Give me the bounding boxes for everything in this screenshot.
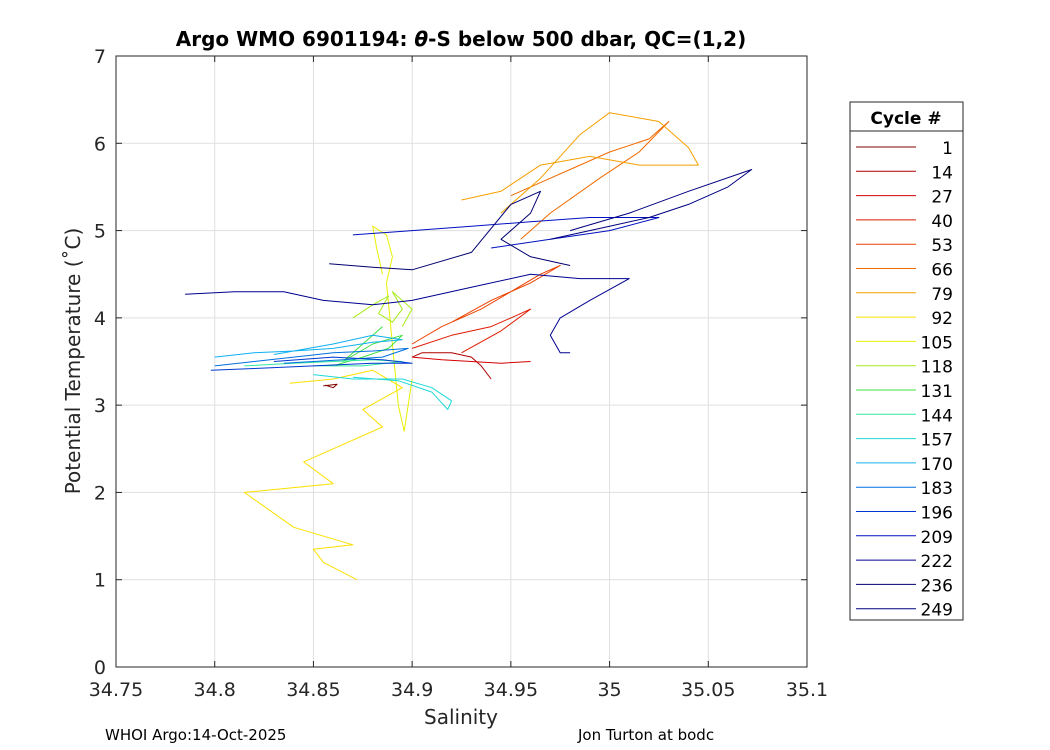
legend-label-183: 183 — [921, 479, 953, 499]
series-line-cycle-222 — [185, 273, 630, 354]
series-line-cycle-1 — [323, 383, 338, 389]
series-line-cycle-157 — [313, 374, 453, 410]
x-tick-label: 35 — [597, 679, 621, 701]
x-tick-label: 34.9 — [391, 679, 433, 701]
x-tick-label: 34.75 — [89, 679, 143, 701]
legend-label-1: 1 — [942, 139, 953, 159]
legend-label-222: 222 — [921, 552, 953, 572]
series-line-cycle-79 — [461, 112, 699, 214]
legend-label-14: 14 — [931, 163, 953, 183]
series-line-cycle-209 — [352, 217, 660, 249]
series-line-cycle-183 — [214, 347, 409, 367]
x-axis-label: Salinity — [424, 705, 498, 729]
footer-right: Jon Turton at bodc — [578, 726, 715, 744]
x-tick-label: 35.05 — [681, 679, 735, 701]
series-line-cycle-118 — [352, 291, 413, 327]
series-line-cycle-53 — [411, 265, 561, 345]
series-line-cycle-144 — [244, 359, 403, 367]
legend-label-66: 66 — [931, 261, 953, 281]
y-tick-label: 0 — [94, 657, 106, 679]
legend-label-92: 92 — [931, 309, 953, 329]
y-tick-label: 5 — [94, 221, 106, 243]
y-tick-label: 4 — [94, 308, 106, 330]
y-tick-label: 7 — [94, 46, 106, 68]
axes-box — [115, 55, 808, 668]
y-tick-label: 6 — [94, 133, 106, 155]
legend-label-209: 209 — [921, 528, 953, 548]
series-line-cycle-105 — [372, 225, 413, 432]
legend-label-157: 157 — [921, 431, 953, 451]
series-line-cycle-249 — [550, 169, 753, 240]
legend: Cycle # 1 14 27 40 53 66 79 92 105 118 131 144 157 17… — [849, 101, 964, 621]
legend-label-249: 249 — [921, 601, 953, 621]
legend-label-236: 236 — [921, 576, 953, 596]
series-line-cycle-92 — [243, 369, 403, 581]
legend-label-131: 131 — [921, 382, 953, 402]
series-line-cycle-14 — [411, 352, 492, 380]
series-line-cycle-236 — [329, 190, 571, 271]
series-line-cycle-27 — [412, 356, 531, 364]
series-line-cycle-66 — [510, 121, 670, 240]
axis-ticks: 34.75 34.8 34.85 34.9 34.95 35 35.05 35.1 0 1 2 3 4 5… — [89, 46, 828, 701]
y-tick-label: 1 — [94, 570, 106, 592]
legend-label-105: 105 — [921, 333, 953, 353]
x-tick-label: 34.85 — [286, 679, 340, 701]
legend-label-144: 144 — [921, 406, 953, 426]
y-tick-label: 3 — [94, 395, 106, 417]
legend-label-196: 196 — [921, 504, 953, 524]
legend-label-79: 79 — [931, 285, 953, 305]
series-layer — [185, 112, 753, 581]
x-tick-label: 34.95 — [484, 679, 538, 701]
legend-label-118: 118 — [921, 358, 953, 378]
legend-title: Cycle # — [870, 109, 941, 129]
series-line-cycle-170 — [214, 334, 403, 358]
legend-box — [849, 101, 964, 621]
series-line-cycle-196 — [210, 356, 413, 371]
chart-title: Argo WMO 6901194: θ-S below 500 dbar, QC… — [176, 27, 746, 51]
x-tick-label: 35.1 — [786, 679, 828, 701]
legend-label-27: 27 — [931, 188, 953, 208]
x-tick-label: 34.8 — [194, 679, 236, 701]
series-line-cycle-40 — [411, 308, 532, 354]
legend-label-53: 53 — [931, 236, 953, 256]
legend-label-40: 40 — [931, 212, 953, 232]
plot-area — [116, 56, 807, 667]
footer-left: WHOI Argo:14-Oct-2025 — [105, 726, 287, 744]
y-tick-label: 2 — [94, 482, 106, 504]
y-axis-label: Potential Temperature (˚C) — [61, 228, 85, 495]
legend-label-170: 170 — [921, 455, 953, 475]
legend-entries: 1 14 27 40 53 66 79 92 105 118 131 144 157 170 183 196 2… — [856, 139, 953, 621]
